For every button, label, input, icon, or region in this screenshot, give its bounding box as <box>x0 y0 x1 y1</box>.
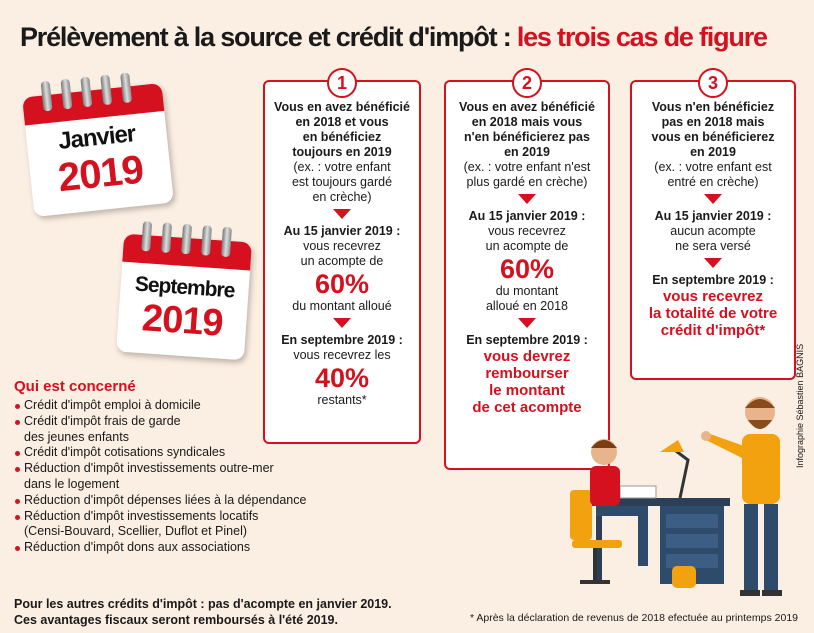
case-2-jan-after-1: du montant <box>495 284 559 298</box>
case-2-example-2: plus gardé en crèche) <box>466 175 588 189</box>
list-item: Crédit d'impôt emploi à domicile <box>14 398 314 414</box>
case-2-intro-1: Vous en avez bénéficié <box>459 100 595 114</box>
calendar-january-icon: Janvier 2019 <box>22 72 174 217</box>
case-3-sep-red-2: la totalité de votre <box>648 305 778 322</box>
case-1-example-1: (ex. : votre enfant <box>293 160 391 174</box>
list-item: Réduction d'impôt investissements outre-… <box>14 461 314 493</box>
student-teacher-illustration-icon <box>570 397 782 596</box>
case-3-intro-4: en 2019 <box>690 145 736 159</box>
list-item: Réduction d'impôt investissements locati… <box>14 509 314 541</box>
page-title: Prélèvement à la source et crédit d'impô… <box>20 22 800 53</box>
case-2-intro-2: en 2018 mais vous <box>471 115 583 129</box>
case-2-sep-red-2: rembourser <box>485 365 569 382</box>
who-list: Crédit d'impôt emploi à domicile Crédit … <box>14 398 314 556</box>
case-3-box: 3 Vous n'en bénéficiez pas en 2018 mais … <box>630 68 796 380</box>
case-2-sep-red-3: le montant <box>489 382 565 399</box>
calendar-september-year: 2019 <box>140 297 224 345</box>
case-2-jan-pct: 60% <box>499 254 555 284</box>
who-title: Qui est concerné <box>14 378 136 395</box>
arrow-down-icon <box>704 194 722 204</box>
case-1-example-2: est toujours gardé <box>291 175 393 189</box>
case-3-example-2: entré en crèche) <box>667 175 759 189</box>
arrow-down-icon <box>518 194 536 204</box>
case-1-sep-label: En septembre 2019 : <box>281 333 403 347</box>
case-3-jan-text-2: ne sera versé <box>675 239 751 253</box>
case-2-sep-red-4: de cet acompte <box>472 399 582 416</box>
case-1-sep-pct: 40% <box>314 363 370 393</box>
case-1-box: 1 Vous en avez bénéficié en 2018 et vous… <box>263 68 421 444</box>
case-1-intro-2: en 2018 et vous <box>295 115 389 129</box>
list-item-text: Réduction d'impôt investissements outre-… <box>24 461 274 491</box>
case-2-jan-label: Au 15 janvier 2019 : <box>468 209 586 223</box>
case-3-jan-label: Au 15 janvier 2019 : <box>654 209 772 223</box>
case-3-sep-red-1: vous recevrez <box>662 288 764 305</box>
title-highlight: les trois cas de figure <box>516 22 768 52</box>
footer-line-2: Ces avantages fiscaux seront remboursés … <box>14 613 338 627</box>
case-1-jan-label: Au 15 janvier 2019 : <box>283 224 401 238</box>
case-1-number: 1 <box>327 68 357 98</box>
footnote: * Après la déclaration de revenus de 201… <box>469 612 798 624</box>
case-1-intro-3: en bénéficiez <box>302 130 382 144</box>
case-2-jan-text-2: un acompte de <box>485 239 569 253</box>
case-1-sep-text: vous recevrez les <box>293 348 391 362</box>
arrow-down-icon <box>333 209 351 219</box>
case-3-intro-1: Vous n'en bénéficiez <box>651 100 775 114</box>
case-1-jan-text-1: vous recevrez <box>303 239 381 253</box>
case-3-intro-3: vous en bénéficierez <box>651 130 775 144</box>
case-2-example-1: (ex. : votre enfant n'est <box>463 160 591 174</box>
case-2-number: 2 <box>512 68 542 98</box>
title-main: Prélèvement à la source et crédit d'impô… <box>20 22 517 52</box>
case-1-example-3: en crèche) <box>312 190 372 204</box>
case-3-intro-2: pas en 2018 mais <box>661 115 765 129</box>
case-1-jan-after: du montant alloué <box>292 299 392 313</box>
case-1-intro-4: toujours en 2019 <box>292 145 392 159</box>
calendar-september-icon: Septembre 2019 <box>116 220 252 361</box>
footer-note: Pour les autres crédits d'impôt : pas d'… <box>14 596 392 628</box>
arrow-down-icon <box>518 318 536 328</box>
case-2-intro-4: en 2019 <box>504 145 550 159</box>
case-2-jan-text-1: vous recevrez <box>488 224 566 238</box>
case-3-jan-text-1: aucun acompte <box>670 224 756 238</box>
case-2-sep-label: En septembre 2019 : <box>466 333 588 347</box>
list-item: Crédit d'impôt frais de garde des jeunes… <box>14 414 314 446</box>
case-1-intro-1: Vous en avez bénéficié <box>274 100 410 114</box>
arrow-down-icon <box>333 318 351 328</box>
list-item-text: Réduction d'impôt investissements locati… <box>24 508 259 539</box>
list-item: Réduction d'impôt dons aux associations <box>14 540 314 556</box>
case-3-sep-red-3: crédit d'impôt* <box>660 322 766 339</box>
case-3-example-1: (ex. : votre enfant est <box>654 160 772 174</box>
list-item-text: Crédit d'impôt frais de garde des jeunes… <box>24 413 181 444</box>
footer-line-1: Pour les autres crédits d'impôt : pas d'… <box>14 597 392 611</box>
case-3-sep-label: En septembre 2019 : <box>652 273 774 287</box>
case-2-sep-red-1: vous devrez <box>483 348 571 365</box>
case-2-box: 2 Vous en avez bénéficié en 2018 mais vo… <box>444 68 610 470</box>
case-3-number: 3 <box>698 68 728 98</box>
list-item: Crédit d'impôt cotisations syndicales <box>14 445 314 461</box>
case-1-jan-text-2: un acompte de <box>300 254 384 268</box>
case-1-sep-after: restants* <box>317 393 367 407</box>
list-item: Réduction d'impôt dépenses liées à la dé… <box>14 493 314 509</box>
case-2-intro-3: n'en bénéficierez pas <box>464 130 590 144</box>
case-2-jan-after-2: alloué en 2018 <box>485 299 569 313</box>
case-1-jan-pct: 60% <box>314 269 370 299</box>
arrow-down-icon <box>704 258 722 268</box>
